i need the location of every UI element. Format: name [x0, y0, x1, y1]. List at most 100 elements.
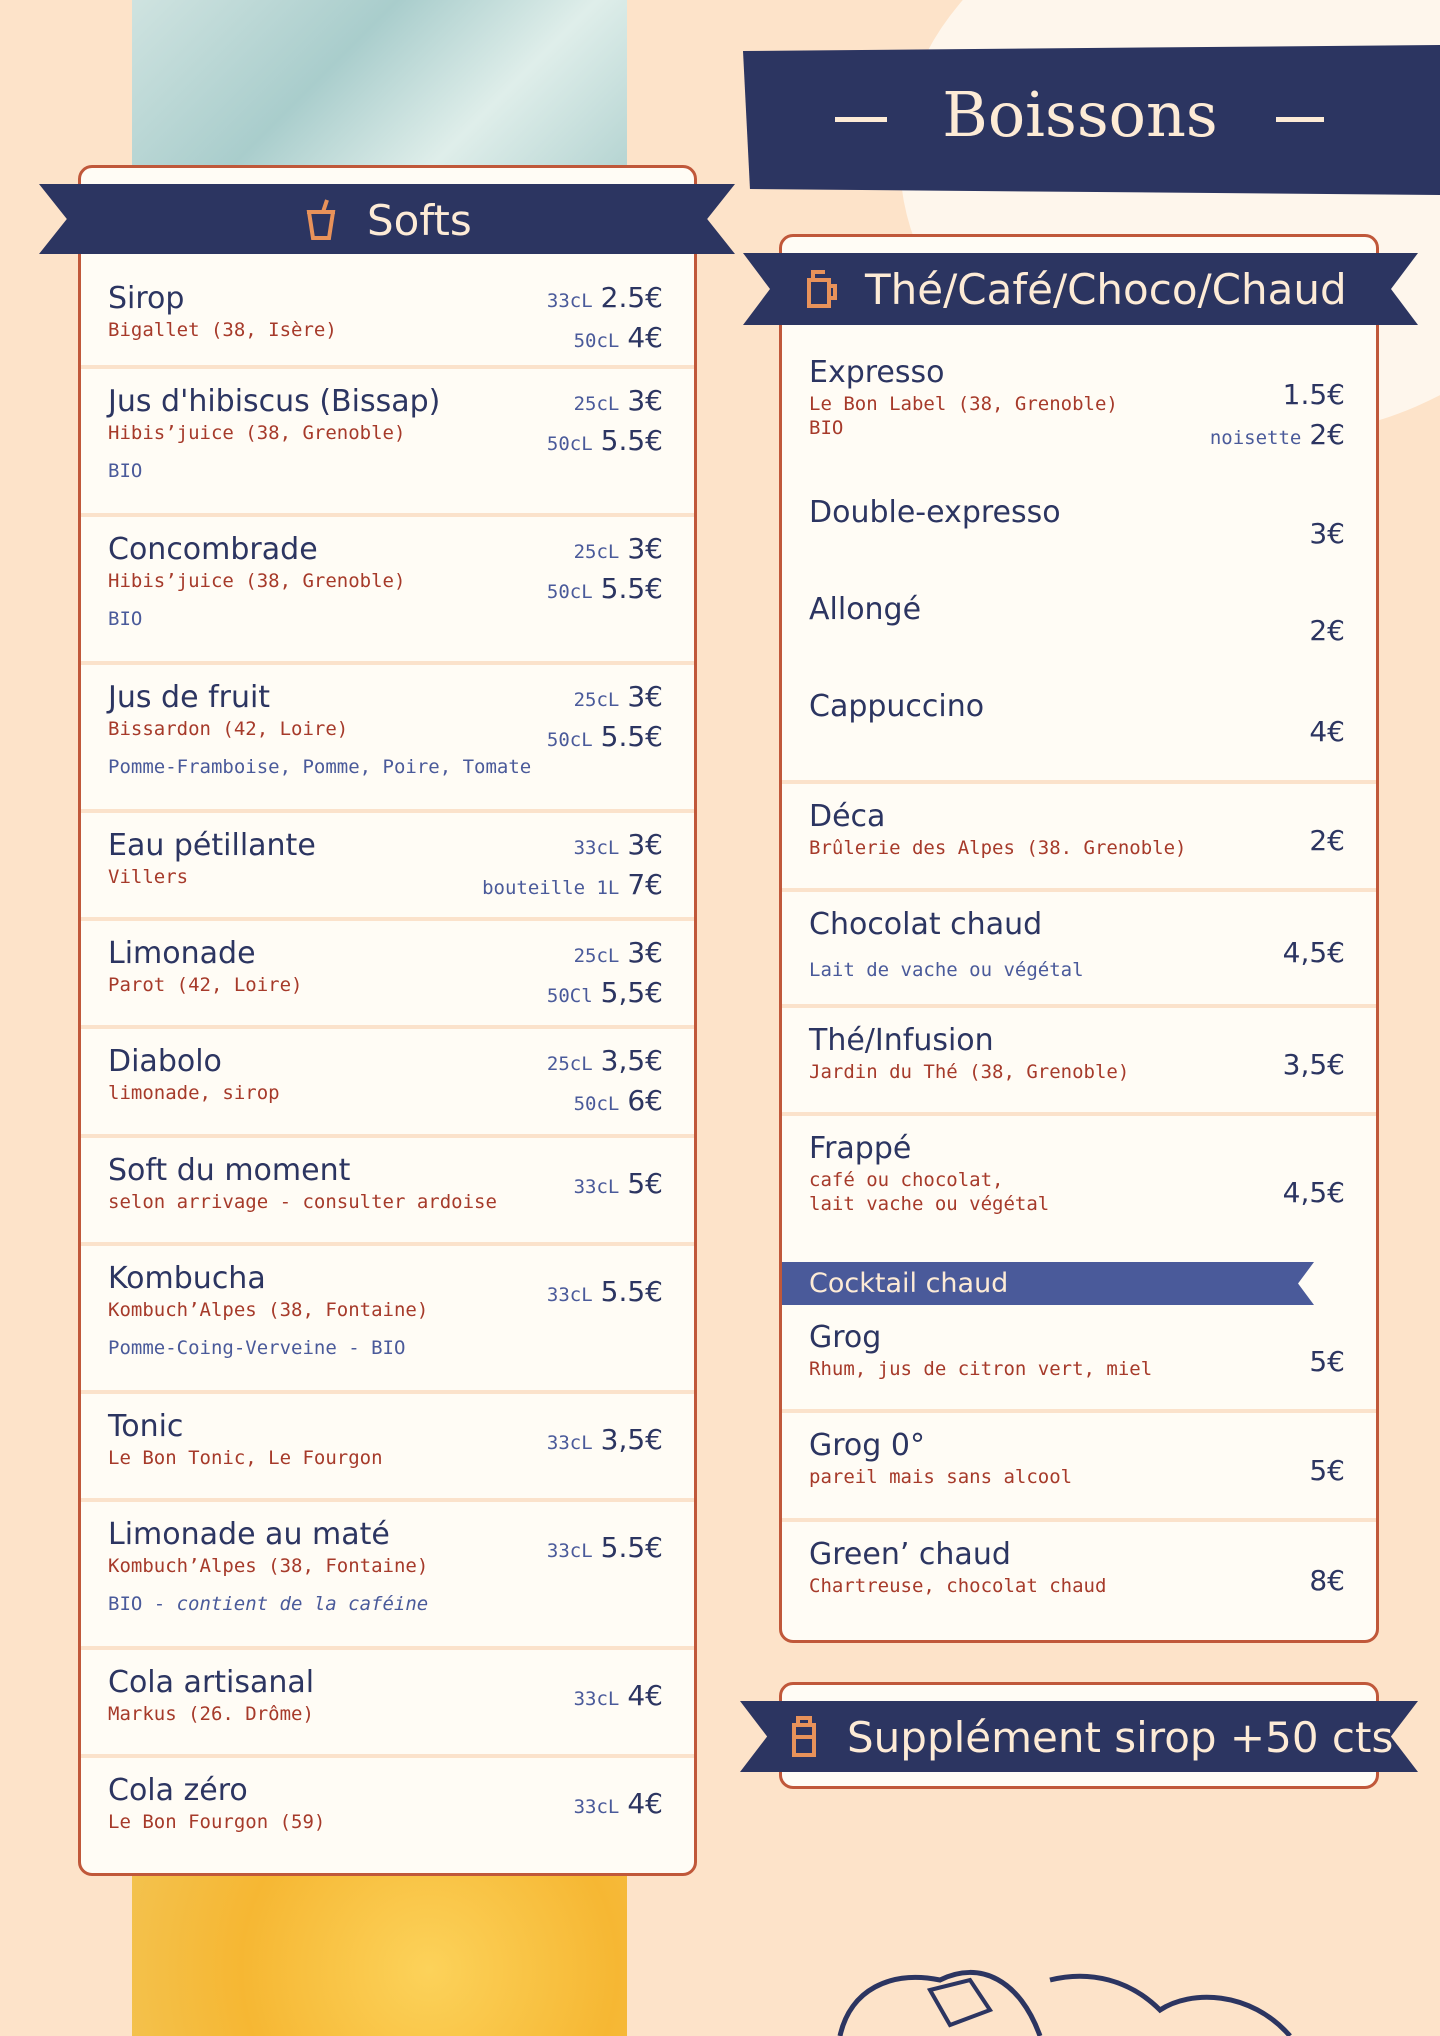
item-text: Sirop Bigallet (38, Isère): [108, 280, 337, 365]
price-line: 25cL 3€: [574, 679, 663, 719]
item-prices: 4,5€: [1283, 1175, 1345, 1215]
price: 2€: [1309, 613, 1345, 647]
item-text: Cappuccino: [809, 688, 984, 780]
size: 33cL: [546, 290, 593, 312]
item-prices: 25cL 3€ 50Cl 5,5€: [547, 935, 663, 1025]
item-origin: Kombuch’Alpes (38, Fontaine): [108, 1299, 429, 1321]
item-name: Déca: [809, 799, 886, 834]
menu-item: Cola artisanal Markus (26. Drôme) 33cL 4€: [81, 1650, 694, 1758]
item-name: Chocolat chaud: [809, 907, 1043, 942]
item-name: Allongé: [809, 592, 922, 627]
item-text: Thé/Infusion Jardin du Thé (38, Grenoble): [809, 1022, 1129, 1112]
doodle: [837, 1969, 1292, 2036]
note-part: contient de la caféine: [176, 1593, 429, 1615]
menu-item: Kombucha Kombuch’Alpes (38, Fontaine) Pomm…: [81, 1246, 694, 1394]
item-note: Pomme-Coing-Verveine - BIO: [108, 1336, 428, 1360]
price-line: 2€: [1309, 613, 1345, 653]
price-line: 3,5€: [1283, 1047, 1345, 1087]
menu-item: Limonade au maté Kombuch’Alpes (38, Fonta…: [81, 1502, 694, 1650]
price: 5.5€: [600, 572, 663, 605]
item-text: Chocolat chaud Lait de vache ou végétal: [809, 906, 1084, 1004]
item-text: Soft du moment selon arrivage - consulter…: [108, 1152, 497, 1242]
note-part: Pomme-Framboise, Pomme, Poire, Tomate: [108, 756, 532, 778]
price: 2€: [1309, 824, 1345, 857]
item-name: Cola artisanal: [108, 1665, 315, 1700]
item-text: Concombrade Hibis’juice (38, Grenoble) BIO: [108, 531, 405, 661]
size: bouteille 1L: [482, 877, 620, 899]
dash: [1276, 117, 1324, 122]
price-line: 25cL 3€: [574, 531, 663, 571]
price: 3€: [627, 532, 663, 565]
item-text: Allongé: [809, 591, 921, 674]
item-note: Lait de vache ou végétal: [809, 958, 1084, 982]
menu-item: Grog Rhum, jus de citron vert, miel 5€: [782, 1305, 1376, 1413]
price: 5.5€: [600, 1275, 663, 1308]
item-origin: Le Bon Fourgon (59): [108, 1811, 326, 1833]
price: 8€: [1309, 1564, 1345, 1597]
price: 3€: [627, 384, 663, 417]
item-prices: 8€: [1309, 1563, 1345, 1603]
item-text: Cola zéro Le Bon Fourgon (59): [108, 1772, 325, 1871]
price: 4,5€: [1282, 936, 1345, 969]
size: 33cL: [573, 837, 620, 859]
note-part: BIO -: [108, 1593, 166, 1615]
size: 33cL: [573, 1688, 620, 1710]
item-origin: Chartreuse, chocolat chaud: [809, 1575, 1107, 1597]
price: 5,5€: [600, 976, 663, 1009]
item-prices: 2€: [1309, 823, 1345, 863]
item-prices: 3,5€: [1283, 1047, 1345, 1087]
item-prices: 33cL 4€: [574, 1786, 663, 1871]
item-origin: Parot (42, Loire): [108, 974, 303, 996]
item-prices: 2€: [1309, 613, 1345, 653]
price: 5.5€: [600, 720, 663, 753]
hot-banner: Thé/Café/Choco/Chaud: [743, 253, 1418, 325]
price-line: 1.5€: [1283, 377, 1345, 417]
hot-panel: Expresso Le Bon Label (38, Grenoble) BIO 1.…: [779, 234, 1379, 1643]
item-name: Jus d'hibiscus (Bissap): [108, 384, 441, 419]
item-prices: 33cL 5.5€: [547, 1274, 663, 1390]
price-line: noisette 2€: [1210, 417, 1345, 457]
price-line: 5€: [1309, 1453, 1345, 1493]
price-line: 3€: [1309, 516, 1345, 556]
price-line: 25cL 3€: [574, 383, 663, 423]
item-prices: 25cL 3,5€ 50cL 6€: [547, 1043, 663, 1134]
price-line: 33cL 2.5€: [547, 280, 663, 320]
item-origin: BIO: [809, 417, 844, 439]
price-line: bouteille 1L 7€: [482, 867, 663, 907]
price: 2.5€: [600, 281, 663, 314]
item-name: Jus de fruit: [108, 680, 271, 715]
item-origin: Jardin du Thé (38, Grenoble): [809, 1061, 1130, 1083]
item-name: Tonic: [108, 1409, 184, 1444]
size: 25cL: [546, 1053, 593, 1075]
item-origin: café ou chocolat,: [809, 1169, 1004, 1191]
menu-item: Jus d'hibiscus (Bissap) Hibis’juice (38, …: [81, 369, 694, 517]
item-prices: 25cL 3€ 50cL 5.5€: [547, 679, 663, 809]
item-text: Green’ chaud Chartreuse, chocolat chaud: [809, 1536, 1106, 1630]
price: 5€: [1309, 1345, 1345, 1378]
price: 1.5€: [1282, 378, 1345, 411]
item-text: Grog Rhum, jus de citron vert, miel: [809, 1319, 1152, 1409]
price-line: 33cL 5€: [574, 1166, 663, 1206]
item-origin: Bigallet (38, Isère): [108, 319, 337, 341]
price: 3€: [627, 680, 663, 713]
price: 4€: [1309, 715, 1345, 748]
price-line: 33cL 5.5€: [547, 1530, 663, 1570]
price-line: 25cL 3,5€: [547, 1043, 663, 1083]
item-name: Cappuccino: [809, 689, 985, 724]
item-name: Frappé: [809, 1131, 912, 1166]
item-text: Limonade au maté Kombuch’Alpes (38, Fonta…: [108, 1516, 428, 1646]
cocktail-list: Grog Rhum, jus de citron vert, miel 5€ Grog…: [782, 1305, 1376, 1630]
item-prices: 33cL 3€ bouteille 1L 7€: [482, 827, 663, 917]
item-name: Green’ chaud: [809, 1537, 1011, 1572]
item-prices: 5€: [1309, 1453, 1345, 1493]
item-prices: 25cL 3€ 50cL 5.5€: [547, 383, 663, 513]
menu-item: Frappé café ou chocolat, lait vache ou vég…: [782, 1116, 1376, 1259]
item-prices: 25cL 3€ 50cL 5.5€: [547, 531, 663, 661]
item-text: Eau pétillante Villers: [108, 827, 316, 917]
price-line: 33cL 3€: [574, 827, 663, 867]
item-name: Diabolo: [108, 1044, 222, 1079]
page-title: Boissons: [942, 78, 1218, 151]
item-prices: 5€: [1309, 1344, 1345, 1384]
size: 25cL: [573, 541, 620, 563]
softs-panel: Sirop Bigallet (38, Isère) 33cL 2.5€ 50cL 4€ J…: [78, 165, 697, 1876]
